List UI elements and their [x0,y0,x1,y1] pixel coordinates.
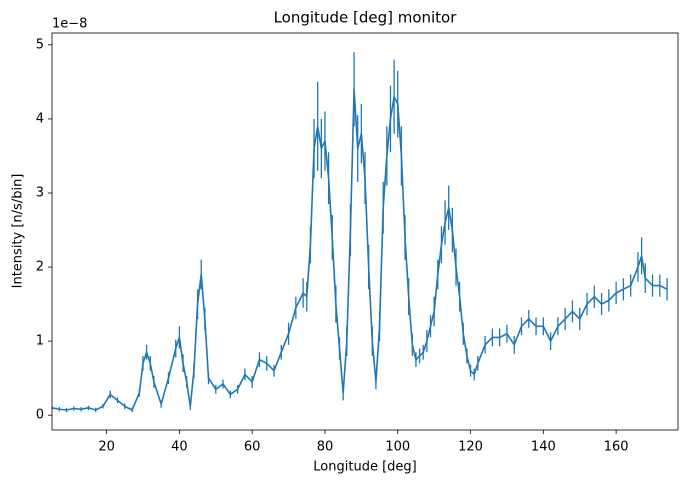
chart-title: Longitude [deg] monitor [274,9,458,27]
x-tick-label: 40 [171,440,188,455]
x-axis-label: Longitude [deg] [313,460,416,475]
y-tick-label: 4 [36,111,44,126]
x-tick-label: 120 [458,440,483,455]
x-tick-label: 80 [317,440,334,455]
x-tick-label: 160 [604,440,629,455]
x-tick-label: 140 [531,440,556,455]
x-tick-label: 60 [244,440,261,455]
data-line [52,88,668,411]
y-tick-label: 2 [36,260,44,275]
y-offset-label: 1e−8 [52,17,87,32]
y-axis-label: Intensity [n/s/bin] [11,174,26,289]
y-tick-label: 3 [36,185,44,200]
plot-frame [51,32,679,431]
x-tick-label: 100 [385,440,410,455]
x-tick-label: 20 [98,440,115,455]
y-tick-label: 0 [36,408,44,423]
y-tick-label: 1 [36,334,44,349]
y-tick-label: 5 [36,37,44,52]
